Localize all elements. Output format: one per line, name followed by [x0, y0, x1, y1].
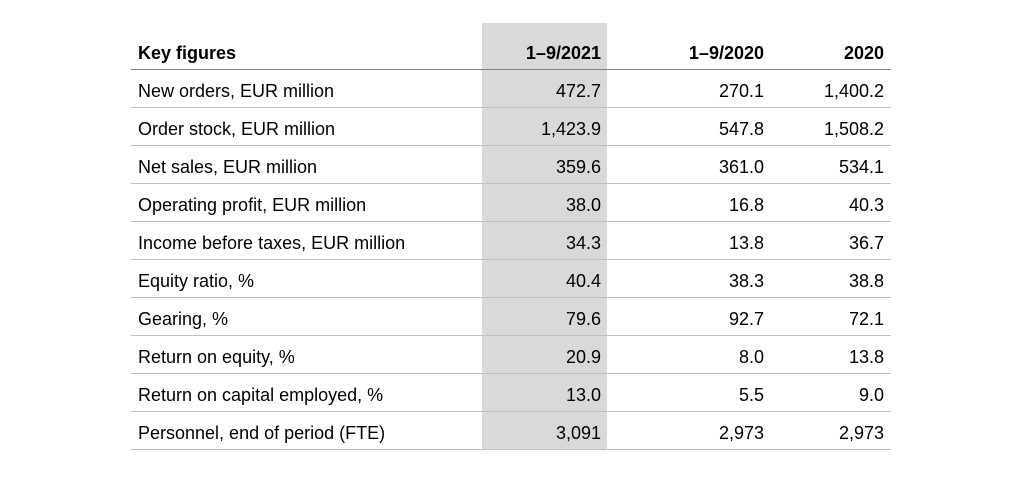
value-1-9-2021: 1,423.9: [540, 119, 601, 139]
table-row: Net sales, EUR million 359.6 361.0 534.1: [131, 146, 891, 184]
value-1-9-2021: 40.4: [565, 271, 601, 291]
table-row: Return on equity, % 20.9 8.0 13.8: [131, 336, 891, 374]
header-1-9-2020: 1–9/2020: [688, 43, 764, 63]
header-1-9-2021: 1–9/2021: [525, 43, 601, 63]
value-1-9-2020: 92.7: [728, 309, 764, 329]
value-1-9-2020: 2,973: [718, 423, 764, 443]
value-1-9-2020: 270.1: [718, 81, 764, 101]
value-2020: 534.1: [838, 157, 884, 177]
row-label: Personnel, end of period (FTE): [138, 423, 386, 443]
value-2020: 2,973: [838, 423, 884, 443]
value-2020: 1,400.2: [823, 81, 884, 101]
value-2020: 13.8: [848, 347, 884, 367]
value-1-9-2020: 38.3: [728, 271, 764, 291]
row-label: Net sales, EUR million: [138, 157, 318, 177]
value-1-9-2020: 13.8: [728, 233, 764, 253]
row-label: Operating profit, EUR million: [138, 195, 367, 215]
row-label: Order stock, EUR million: [138, 119, 336, 139]
value-2020: 36.7: [848, 233, 884, 253]
highlighted-column-background: [482, 23, 607, 450]
value-2020: 9.0: [858, 385, 884, 405]
value-1-9-2021: 3,091: [555, 423, 601, 443]
row-label: Return on equity, %: [138, 347, 295, 367]
value-1-9-2021: 38.0: [565, 195, 601, 215]
value-2020: 72.1: [848, 309, 884, 329]
row-label: Gearing, %: [138, 309, 229, 329]
value-1-9-2021: 472.7: [555, 81, 601, 101]
row-label: Equity ratio, %: [138, 271, 255, 291]
value-2020: 38.8: [848, 271, 884, 291]
value-2020: 1,508.2: [823, 119, 884, 139]
row-label: Income before taxes, EUR million: [138, 233, 406, 253]
table-row: Equity ratio, % 40.4 38.3 38.8: [131, 260, 891, 298]
value-1-9-2021: 13.0: [565, 385, 601, 405]
value-1-9-2021: 359.6: [555, 157, 601, 177]
value-1-9-2020: 361.0: [718, 157, 764, 177]
header-2020: 2020: [843, 43, 884, 63]
table-row: Order stock, EUR million 1,423.9 547.8 1…: [131, 108, 891, 146]
table-row: Return on capital employed, % 13.0 5.5 9…: [131, 374, 891, 412]
table-row: Operating profit, EUR million 38.0 16.8 …: [131, 184, 891, 222]
value-1-9-2020: 8.0: [738, 347, 764, 367]
table-row: New orders, EUR million 472.7 270.1 1,40…: [131, 70, 891, 108]
table-row: Income before taxes, EUR million 34.3 13…: [131, 222, 891, 260]
value-1-9-2020: 547.8: [718, 119, 764, 139]
value-2020: 40.3: [848, 195, 884, 215]
table-row: Personnel, end of period (FTE) 3,091 2,9…: [131, 412, 891, 450]
row-label: Return on capital employed, %: [138, 385, 384, 405]
value-1-9-2021: 20.9: [565, 347, 601, 367]
value-1-9-2021: 79.6: [565, 309, 601, 329]
row-label: New orders, EUR million: [138, 81, 335, 101]
table-row: Gearing, % 79.6 92.7 72.1: [131, 298, 891, 336]
key-figures-table: Key figures 1–9/2021 1–9/2020 2020 New o…: [131, 23, 891, 450]
value-1-9-2021: 34.3: [565, 233, 601, 253]
table-header-row: Key figures 1–9/2021 1–9/2020 2020: [131, 23, 891, 70]
header-key-figures: Key figures: [138, 43, 237, 63]
value-1-9-2020: 5.5: [738, 385, 764, 405]
value-1-9-2020: 16.8: [728, 195, 764, 215]
